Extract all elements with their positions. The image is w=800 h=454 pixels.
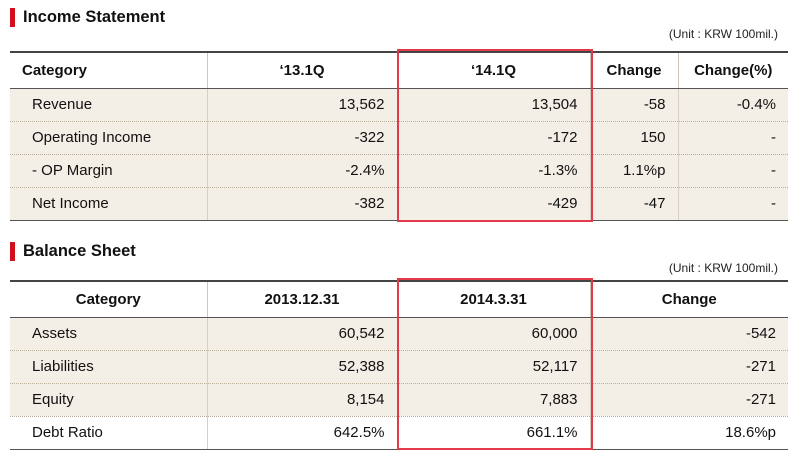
table-row: Revenue 13,562 13,504 -58 -0.4% [10,88,788,122]
row-value-1: 13,562 [207,88,398,122]
balance-sheet-heading: Balance Sheet [10,240,136,262]
balance-sheet-unit: (Unit : KRW 100mil.) [668,261,778,275]
income-statement-title: Income Statement [23,7,166,26]
row-change: 1.1%p [590,154,679,188]
row-value-1: -382 [207,187,398,221]
header-category: Category [10,51,208,89]
header-change-pct: Change(%) [678,51,788,89]
row-category: Operating Income [10,121,208,155]
row-value-2: 60,000 [397,317,591,351]
row-category: - OP Margin [10,154,208,188]
table-row: - OP Margin -2.4% -1.3% 1.1%p - [10,154,788,188]
table-row: Assets 60,542 60,000 -542 [10,317,788,351]
row-value-2: 13,504 [397,88,591,122]
row-value-2: -1.3% [397,154,591,188]
header-date-2: 2014.3.31 [397,280,591,318]
row-change-pct: -0.4% [678,88,788,122]
row-change-pct: - [678,121,788,155]
row-value-2: 52,117 [397,350,591,384]
row-category: Debt Ratio [10,416,208,450]
header-period-1: ‘13.1Q [207,51,398,89]
row-category: Assets [10,317,208,351]
row-change: 150 [590,121,679,155]
balance-sheet-table: Category 2013.12.31 2014.3.31 Change Ass… [10,280,788,450]
table-header-row: Category 2013.12.31 2014.3.31 Change [10,280,788,318]
row-value-2: 7,883 [397,383,591,417]
income-statement-unit: (Unit : KRW 100mil.) [668,27,778,41]
table-row: Operating Income -322 -172 150 - [10,121,788,155]
table-row: Debt Ratio 642.5% 661.1% 18.6%p [10,416,788,450]
row-value-1: -2.4% [207,154,398,188]
row-change: -271 [590,350,788,384]
balance-sheet-section: Balance Sheet (Unit : KRW 100mil.) Categ… [10,240,788,452]
row-value-2: -172 [397,121,591,155]
title-accent-bar [10,241,15,261]
header-date-1: 2013.12.31 [207,280,398,318]
row-value-1: 8,154 [207,383,398,417]
row-change-pct: - [678,154,788,188]
row-change: 18.6%p [590,416,788,450]
header-period-2: ‘14.1Q [397,51,591,89]
row-value-1: 52,388 [207,350,398,384]
row-value-2: -429 [397,187,591,221]
header-category: Category [10,280,208,318]
row-category: Revenue [10,88,208,122]
table-row: Equity 8,154 7,883 -271 [10,383,788,417]
income-statement-heading: Income Statement [10,6,165,28]
header-change: Change [590,51,679,89]
title-accent-bar [10,7,15,27]
row-change: -58 [590,88,679,122]
income-statement-section: Income Statement (Unit : KRW 100mil.) Ca… [10,6,788,230]
row-value-1: 642.5% [207,416,398,450]
income-statement-table: Category ‘13.1Q ‘14.1Q Change Change(%) … [10,51,788,221]
row-category: Equity [10,383,208,417]
table-row: Net Income -382 -429 -47 - [10,187,788,221]
balance-sheet-title: Balance Sheet [23,241,136,260]
row-change: -542 [590,317,788,351]
row-change: -47 [590,187,679,221]
table-header-row: Category ‘13.1Q ‘14.1Q Change Change(%) [10,51,788,89]
row-value-1: 60,542 [207,317,398,351]
row-change: -271 [590,383,788,417]
row-value-1: -322 [207,121,398,155]
table-row: Liabilities 52,388 52,117 -271 [10,350,788,384]
header-change: Change [590,280,788,318]
row-category: Net Income [10,187,208,221]
row-category: Liabilities [10,350,208,384]
row-value-2: 661.1% [397,416,591,450]
row-change-pct: - [678,187,788,221]
